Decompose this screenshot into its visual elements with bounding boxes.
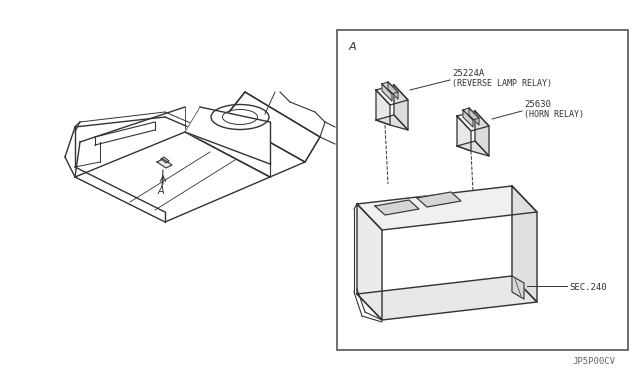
Text: A: A — [158, 186, 164, 196]
Text: (HORN RELAY): (HORN RELAY) — [524, 110, 584, 119]
Polygon shape — [463, 108, 479, 120]
Text: (REVERSE LAMP RELAY): (REVERSE LAMP RELAY) — [452, 79, 552, 88]
Polygon shape — [157, 159, 172, 168]
Polygon shape — [375, 200, 419, 215]
Polygon shape — [512, 186, 537, 302]
Polygon shape — [357, 204, 382, 320]
Polygon shape — [357, 186, 537, 230]
Polygon shape — [357, 276, 537, 320]
Polygon shape — [463, 110, 473, 127]
Polygon shape — [475, 111, 489, 156]
Polygon shape — [185, 107, 270, 164]
Polygon shape — [457, 141, 489, 156]
Polygon shape — [382, 84, 392, 101]
Polygon shape — [457, 111, 489, 131]
Polygon shape — [417, 192, 461, 207]
Polygon shape — [161, 157, 169, 163]
Text: JP5P00CV: JP5P00CV — [572, 357, 615, 366]
Polygon shape — [469, 108, 479, 125]
Text: A: A — [349, 42, 356, 52]
Polygon shape — [376, 90, 390, 125]
Text: SEC.240: SEC.240 — [569, 283, 607, 292]
Polygon shape — [382, 82, 398, 94]
Polygon shape — [388, 82, 398, 99]
Text: 25224A: 25224A — [452, 69, 484, 78]
Text: 25630: 25630 — [524, 100, 551, 109]
Polygon shape — [376, 85, 408, 105]
Polygon shape — [457, 116, 471, 151]
Polygon shape — [376, 115, 408, 130]
Polygon shape — [394, 85, 408, 130]
Polygon shape — [512, 276, 524, 299]
Bar — [337, 30, 628, 350]
